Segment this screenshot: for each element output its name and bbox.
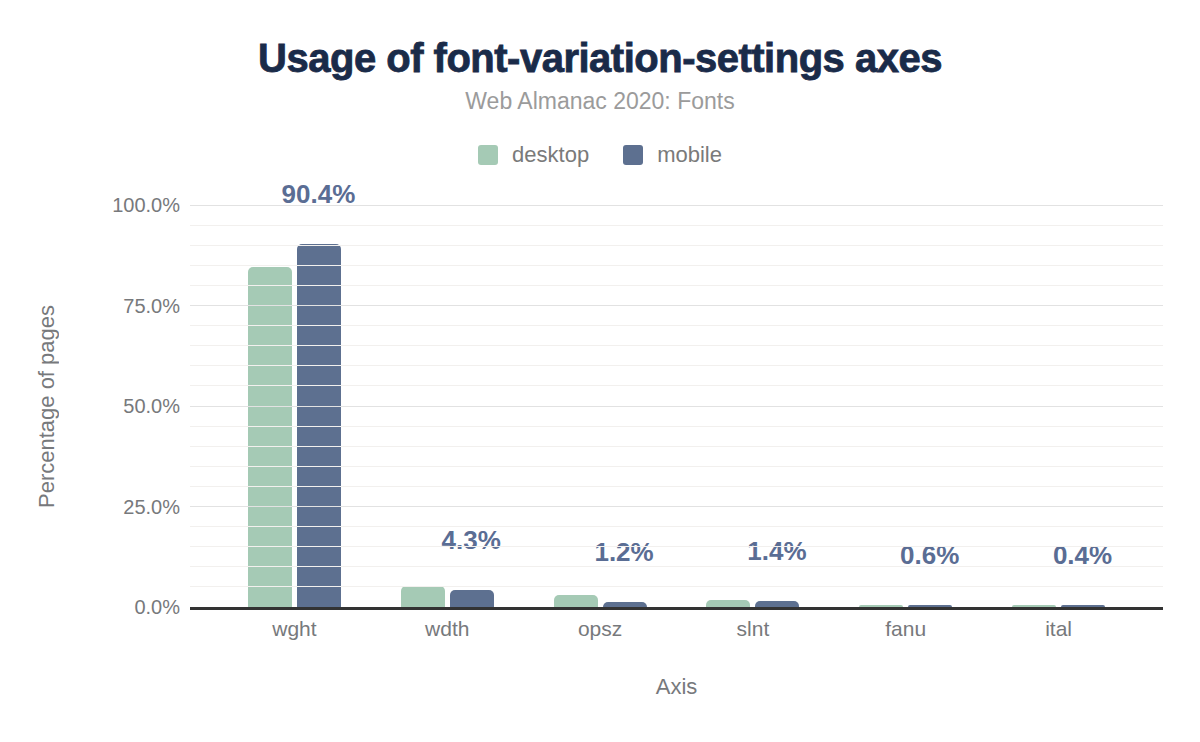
data-label-opsz: 1.2% — [594, 537, 653, 568]
bar-desktop-slnt[interactable] — [706, 600, 750, 607]
legend-label: mobile — [657, 142, 722, 168]
gridline-minor — [190, 566, 1163, 567]
chart-title: Usage of font-variation-settings axes — [0, 36, 1200, 81]
gridline-minor — [190, 385, 1163, 386]
gridline-major — [190, 205, 1163, 206]
gridline-major — [190, 506, 1163, 507]
gridline-minor — [190, 486, 1163, 487]
bar-mobile-ital[interactable] — [1061, 605, 1105, 607]
data-label-wdth: 4.3% — [442, 525, 501, 556]
y-tick-label: 0.0% — [0, 596, 180, 618]
legend-swatch-desktop — [478, 145, 498, 165]
gridline-minor — [190, 345, 1163, 346]
bar-desktop-wght[interactable] — [248, 267, 292, 607]
x-category-ital: ital — [982, 617, 1135, 641]
bar-desktop-fanu[interactable] — [859, 605, 903, 607]
x-category-slnt: slnt — [676, 617, 829, 641]
bar-desktop-opsz[interactable] — [554, 595, 598, 607]
gridline-minor — [190, 285, 1163, 286]
gridline-minor — [190, 245, 1163, 246]
bar-mobile-opsz[interactable] — [603, 602, 647, 607]
bar-desktop-wdth[interactable] — [401, 586, 445, 607]
x-category-fanu: fanu — [829, 617, 982, 641]
gridline-minor — [190, 466, 1163, 467]
legend: desktop mobile — [0, 142, 1200, 168]
x-axis-categories: wghtwdthopszslntfanuital — [218, 617, 1135, 641]
data-label-slnt: 1.4% — [747, 536, 806, 567]
legend-item-mobile[interactable]: mobile — [623, 142, 722, 168]
legend-item-desktop[interactable]: desktop — [478, 142, 589, 168]
bar-mobile-fanu[interactable] — [908, 605, 952, 607]
chart-subtitle: Web Almanac 2020: Fonts — [0, 88, 1200, 115]
x-axis-title: Axis — [190, 674, 1163, 700]
bar-mobile-slnt[interactable] — [755, 601, 799, 607]
gridline-minor — [190, 586, 1163, 587]
gridline-minor — [190, 546, 1163, 547]
gridline-minor — [190, 225, 1163, 226]
y-tick-label: 100.0% — [0, 194, 180, 216]
gridline-major — [190, 406, 1163, 407]
bar-mobile-wdth[interactable] — [450, 590, 494, 607]
legend-label: desktop — [512, 142, 589, 168]
chart-canvas: Usage of font-variation-settings axes We… — [0, 0, 1200, 742]
gridline-minor — [190, 446, 1163, 447]
gridline-minor — [190, 426, 1163, 427]
gridline-minor — [190, 526, 1163, 527]
gridline-minor — [190, 265, 1163, 266]
gridline-minor — [190, 325, 1163, 326]
x-category-opsz: opsz — [524, 617, 677, 641]
y-tick-label: 75.0% — [0, 295, 180, 317]
x-category-wdth: wdth — [371, 617, 524, 641]
bar-desktop-ital[interactable] — [1012, 605, 1056, 607]
x-category-wght: wght — [218, 617, 371, 641]
gridline-minor — [190, 365, 1163, 366]
legend-swatch-mobile — [623, 145, 643, 165]
gridline-major — [190, 305, 1163, 306]
y-tick-label: 50.0% — [0, 395, 180, 417]
y-tick-label: 25.0% — [0, 496, 180, 518]
plot-area: 90.4%4.3%1.2%1.4%0.6%0.4% — [190, 205, 1163, 610]
